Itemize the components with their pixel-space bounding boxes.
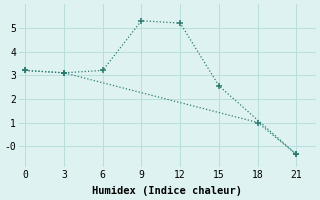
X-axis label: Humidex (Indice chaleur): Humidex (Indice chaleur) (92, 186, 242, 196)
